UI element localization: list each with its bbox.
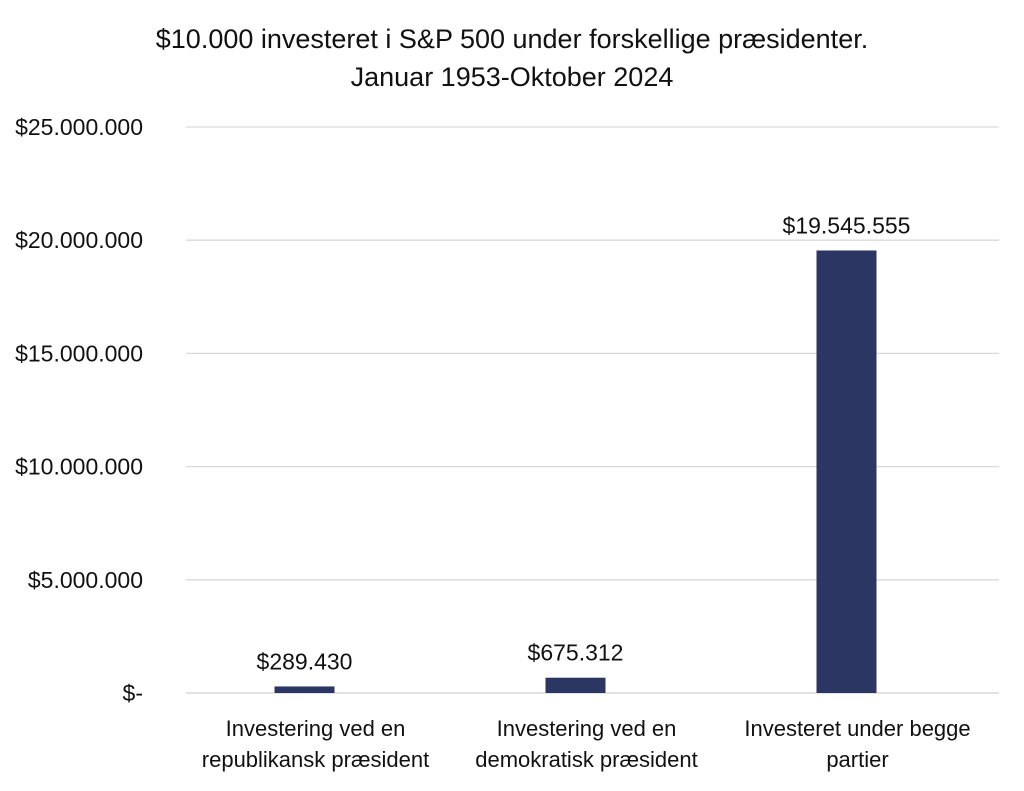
bars <box>274 250 877 693</box>
bar <box>816 250 877 693</box>
y-tick-label: $5.000.000 <box>28 567 143 593</box>
category-label: Investering ved en <box>226 716 406 741</box>
category-label: republikansk præsident <box>202 747 429 772</box>
data-label: $289.430 <box>257 648 353 674</box>
category-label: Investering ved en <box>497 716 677 741</box>
chart-title-line-2: Januar 1953-Oktober 2024 <box>351 62 674 92</box>
y-tick-label: $- <box>123 680 143 706</box>
category-label: partier <box>826 747 888 772</box>
y-tick-label: $25.000.000 <box>15 114 143 140</box>
data-labels: $289.430 $675.312 $19.545.555 <box>257 212 911 674</box>
y-tick-label: $10.000.000 <box>15 454 143 480</box>
category-label: Investeret under begge <box>744 716 970 741</box>
y-tick-label: $20.000.000 <box>15 227 143 253</box>
data-label: $19.545.555 <box>783 212 911 238</box>
bar <box>274 686 335 693</box>
x-axis-category-labels: Investering ved en republikansk præsident… <box>202 716 971 772</box>
chart-title: $10.000 investeret i S&P 500 under forsk… <box>156 24 868 92</box>
data-label: $675.312 <box>528 640 624 666</box>
y-tick-label: $15.000.000 <box>15 340 143 366</box>
bar <box>545 677 606 693</box>
chart-title-line-1: $10.000 investeret i S&P 500 under forsk… <box>156 24 868 54</box>
y-axis-tick-labels: $- $5.000.000 $10.000.000 $15.000.000 $20.00… <box>15 114 143 706</box>
category-label: demokratisk præsident <box>475 747 698 772</box>
